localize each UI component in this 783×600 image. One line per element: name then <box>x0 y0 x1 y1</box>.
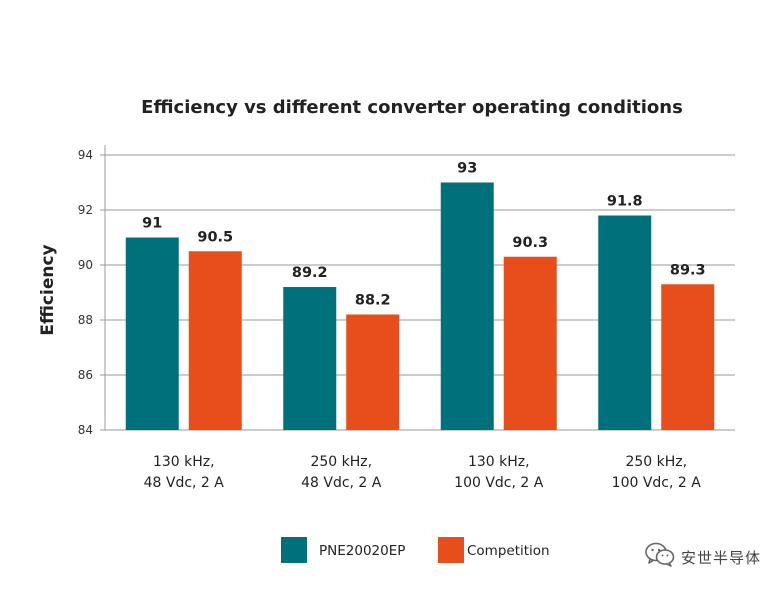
y-tick-label: 94 <box>78 148 93 162</box>
bar <box>503 256 557 430</box>
category-label: 130 kHz, <box>468 454 530 470</box>
y-tick-label: 84 <box>78 423 93 437</box>
legend-swatch <box>438 537 464 563</box>
data-label: 90.5 <box>197 229 233 245</box>
legend-label: PNE20020EP <box>319 543 405 559</box>
bar <box>346 314 400 430</box>
category-label: 100 Vdc, 2 A <box>454 475 544 491</box>
data-label: 89.2 <box>292 265 328 281</box>
legend: PNE20020EP Competition <box>281 537 550 563</box>
data-label: 91.8 <box>607 194 643 210</box>
bar <box>188 251 242 430</box>
wechat-icon <box>645 542 675 572</box>
data-label: 88.2 <box>355 293 391 309</box>
category-label: 48 Vdc, 2 A <box>301 475 382 491</box>
category-label: 100 Vdc, 2 A <box>612 475 702 491</box>
y-tick-label: 90 <box>78 258 93 272</box>
category-label: 130 kHz, <box>153 454 215 470</box>
category-label: 250 kHz, <box>625 454 687 470</box>
data-label: 91 <box>142 216 162 232</box>
y-tick-label: 88 <box>78 313 93 327</box>
y-tick-label: 92 <box>78 203 93 217</box>
bar <box>598 215 652 430</box>
y-axis-label: Efficiency <box>38 244 58 335</box>
data-label: 93 <box>457 161 477 177</box>
data-labels: 91 90.5 89.2 88.2 93 90.3 91.8 89.3 <box>142 161 705 309</box>
watermark: 安世半导体 <box>645 542 761 572</box>
watermark-text: 安世半导体 <box>680 548 761 567</box>
chart-title: Efficiency vs different converter operat… <box>141 97 683 118</box>
bar <box>661 284 715 430</box>
bar <box>125 237 179 430</box>
bar <box>440 182 494 430</box>
data-label: 89.3 <box>670 262 706 278</box>
data-label: 90.3 <box>512 235 548 251</box>
y-tick-label: 86 <box>78 368 93 382</box>
legend-label: Competition <box>467 543 550 559</box>
legend-swatch <box>281 537 307 563</box>
category-label: 48 Vdc, 2 A <box>144 475 225 491</box>
category-label: 250 kHz, <box>310 454 372 470</box>
bars <box>125 182 715 430</box>
bar <box>283 287 337 430</box>
category-labels: 130 kHz, 48 Vdc, 2 A 250 kHz, 48 Vdc, 2 A 13… <box>144 454 702 491</box>
